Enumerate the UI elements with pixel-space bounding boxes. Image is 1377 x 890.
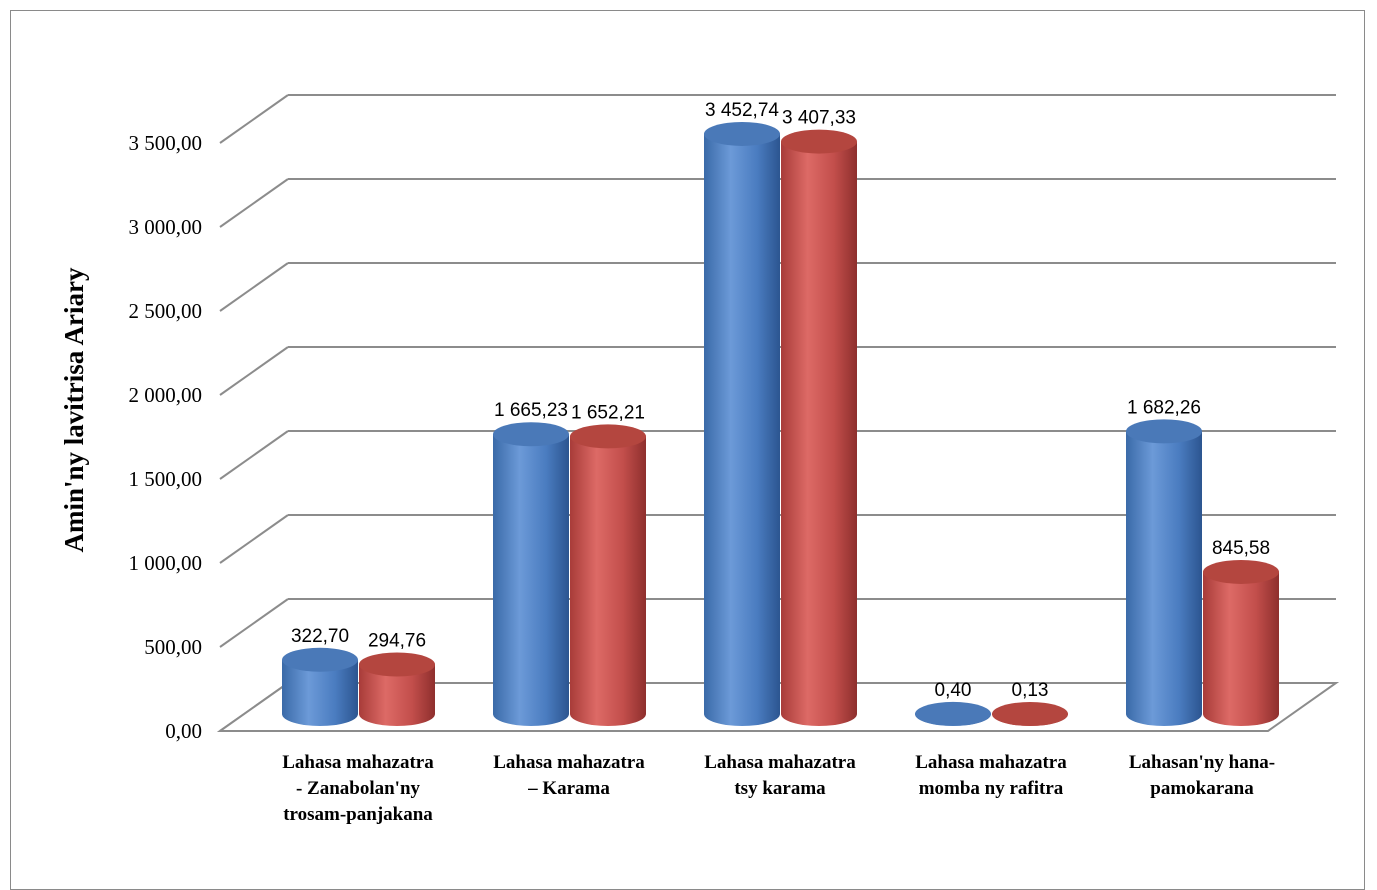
y-axis-ticks: 0,00 500,00 1 000,00 1 500,00 2 000,00 2 500,… [129, 131, 203, 743]
bar-series-2 [359, 652, 435, 726]
bar-series-2 [781, 129, 857, 727]
x-category-label: Lahasa mahazatra momba ny rafitra [915, 752, 1067, 799]
gridline-side [219, 346, 289, 396]
gridline-side [219, 514, 289, 564]
x-category-label: Lahasa mahazatra tsy karama [704, 752, 856, 799]
bar-series-2 [992, 701, 1068, 726]
data-label: 3 452,74 [705, 100, 779, 121]
data-labels: 322,70 294,76 1 665,23 1 652,21 3 452,74 3 40… [291, 100, 1270, 701]
gridline-side [219, 94, 289, 144]
x-category-label: Lahasa mahazatra - Zanabolan'ny trosam-pan… [282, 752, 434, 825]
y-tick-label: 1 000,00 [129, 551, 203, 575]
data-label: 845,58 [1212, 538, 1270, 559]
y-axis-title: Amin'ny lavitrisa Ariary [59, 267, 89, 552]
x-category-label: Lahasa mahazatra – Karama [493, 752, 645, 799]
data-label: 3 407,33 [782, 108, 856, 129]
bar-series-2 [570, 424, 646, 726]
bar-series-1 [493, 422, 569, 726]
y-tick-label: 2 500,00 [129, 299, 203, 323]
x-axis-categories: Lahasa mahazatra - Zanabolan'ny trosam-pan… [282, 752, 1275, 825]
bar-series-1 [704, 121, 780, 726]
bar-series-1 [282, 647, 358, 726]
data-label: 1 665,23 [494, 400, 568, 421]
y-tick-label: 3 500,00 [129, 131, 203, 155]
bar-series-2 [1203, 559, 1279, 726]
data-label: 294,76 [368, 630, 426, 651]
y-tick-label: 1 500,00 [129, 467, 203, 491]
data-label: 0,40 [935, 680, 972, 701]
data-label: 1 682,26 [1127, 397, 1201, 418]
bar-series-1 [915, 701, 991, 726]
bars [282, 121, 1279, 727]
gridline-side [219, 178, 289, 228]
data-label: 322,70 [291, 626, 349, 647]
gridline-side [219, 430, 289, 480]
y-tick-label: 3 000,00 [129, 215, 203, 239]
data-label: 0,13 [1012, 680, 1049, 701]
y-tick-label: 500,00 [144, 635, 202, 659]
gridline-side [219, 262, 289, 312]
y-tick-label: 0,00 [165, 719, 202, 743]
data-label: 1 652,21 [571, 402, 645, 423]
bar-series-1 [1126, 419, 1202, 726]
x-category-label: Lahasan'ny hana-pamokarana [1129, 752, 1275, 799]
gridline-side [219, 598, 289, 648]
y-tick-label: 2 000,00 [129, 383, 203, 407]
